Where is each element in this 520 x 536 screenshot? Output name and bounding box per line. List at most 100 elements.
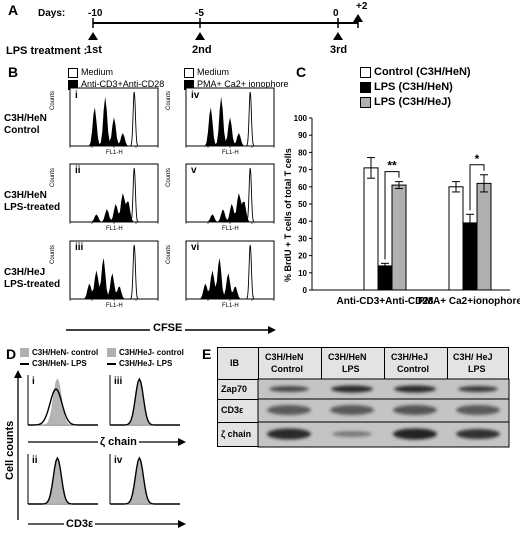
- legend-d-3-text: C3H/HeJ- control: [119, 348, 184, 357]
- row-label-1b: Control: [4, 125, 40, 136]
- chart-y-tick-label: 80: [298, 148, 307, 157]
- legend-d-4-text: C3H/HeJ- LPS: [119, 359, 173, 368]
- blot-col-3: C3H/HeJ Control: [384, 347, 448, 380]
- row-label-3a: C3H/HeJ: [4, 267, 46, 278]
- legend-b-anticd3-text: Anti-CD3+Anti-CD28: [81, 79, 165, 89]
- x-tick-label-vi: FL1-H: [222, 303, 239, 309]
- legend-c-1: Control (C3H/HeN): [360, 66, 471, 78]
- panel-c-label: C: [296, 64, 307, 80]
- blot-row-cd3e-text: CD3ε: [221, 405, 244, 415]
- legend-c-2: LPS (C3H/HeN): [360, 81, 453, 93]
- blot-col-3-b: Control: [397, 364, 429, 374]
- blot-col-4-b: LPS: [468, 364, 486, 374]
- cfse-histograms: [69, 87, 275, 301]
- chart-category-label: PMA+ Ca2+ionophore: [418, 296, 520, 307]
- chart-significance-bracket: [469, 164, 485, 211]
- chart-y-tick-label: 50: [298, 200, 307, 209]
- legend-b-pma-text: PMA+ Ca2+ ionophore: [197, 79, 289, 89]
- blot-col-2-b: LPS: [342, 364, 360, 374]
- blot-col-4-a: C3H/ HeJ: [453, 352, 493, 362]
- subpanel-i: i: [75, 90, 78, 101]
- panel-d-label: D: [6, 346, 17, 362]
- x-tick-label-iv: FL1-H: [222, 150, 239, 156]
- chart-y-tick-label: 90: [298, 131, 307, 140]
- blot-col-1: C3H/HeN Control: [258, 347, 322, 380]
- subpanel-d-ii: ii: [32, 455, 38, 466]
- cfse-divided-histogram: [70, 96, 158, 146]
- legend-c-3: LPS (C3H/HeJ): [360, 96, 451, 108]
- chart-significance-bracket: [384, 171, 400, 260]
- blot-col-1-a: C3H/HeN: [265, 352, 304, 362]
- panel-b-label: B: [8, 64, 19, 80]
- legend-d-2-text: C3H/HeN- LPS: [32, 359, 87, 368]
- legend-c-3-text: LPS (C3H/HeJ): [374, 96, 452, 108]
- cfse-medium-histogram: [128, 244, 141, 300]
- blot-row-zeta-text: ζ chain: [221, 429, 252, 439]
- row-label-3b: LPS-treated: [4, 279, 61, 290]
- subpanel-d-iii: iii: [114, 376, 123, 387]
- x-tick-label-iii: FL1-H: [106, 303, 123, 309]
- legend-d-4: C3H/HeJ- LPS: [107, 359, 172, 368]
- d-control-histogram: [28, 457, 98, 505]
- chart-category-label: Anti-CD3+Anti-CD28: [337, 296, 434, 307]
- zeta-chain-label: ζ chain: [98, 436, 139, 448]
- subpanel-v: v: [191, 165, 197, 176]
- d-control-histogram: [28, 378, 98, 426]
- blot-row-cd3e: CD3ε: [217, 399, 259, 423]
- x-tick-label-ii: FL1-H: [106, 226, 123, 232]
- legend-b-medium-right: Medium: [184, 67, 229, 78]
- subpanel-d-iv: iv: [114, 455, 123, 466]
- treatment-3: 3rd: [330, 44, 348, 56]
- chart-y-tick-label: 0: [303, 286, 308, 295]
- day-tick-2: -5: [195, 8, 204, 19]
- blot-col-3-a: C3H/HeJ: [391, 352, 429, 362]
- legend-b-medium-left: Medium: [68, 67, 113, 78]
- zeta-arrowhead: [178, 438, 186, 446]
- day-tick-4: +2: [356, 1, 368, 12]
- subpanel-iv: iv: [191, 90, 200, 101]
- subpanel-d-i: i: [32, 376, 35, 387]
- panel-a-label: A: [8, 2, 19, 18]
- legend-d-3: C3H/HeJ- control: [107, 348, 184, 358]
- row-label-2b: LPS-treated: [4, 202, 61, 213]
- timeline: [88, 14, 363, 40]
- subpanel-ii: ii: [75, 165, 81, 176]
- blot-row-zap70: Zap70: [217, 379, 259, 400]
- d-lps-histogram: [110, 456, 180, 505]
- chart-y-tick-label: 30: [298, 234, 307, 243]
- cfse-divided-histogram: [70, 257, 158, 299]
- cd3e-label: CD3ε: [64, 518, 96, 530]
- cfse-medium-histogram: [244, 167, 257, 223]
- treatment-1: 1st: [86, 44, 102, 56]
- subpanel-vi: vi: [191, 242, 200, 253]
- x-tick-label-i: FL1-H: [106, 150, 123, 156]
- cfse-divided-histogram: [70, 193, 158, 222]
- chart-y-tick-label: 20: [298, 252, 307, 261]
- legend-c-1-text: Control (C3H/HeN): [374, 66, 471, 78]
- blot-header-ib-text: IB: [230, 358, 239, 368]
- cfse-medium-histogram: [128, 167, 141, 223]
- chart-y-tick-label: 100: [294, 114, 308, 123]
- treatment-2: 2nd: [192, 44, 212, 56]
- cfse-medium-histogram: [244, 91, 257, 147]
- blot-image: [257, 378, 510, 448]
- d-lps-histogram: [28, 456, 98, 505]
- subpanel-iii: iii: [75, 242, 84, 253]
- legend-d-1: C3H/HeN- control: [20, 348, 99, 358]
- x-tick-label-v: FL1-H: [222, 226, 239, 232]
- legend-d-1-text: C3H/HeN- control: [32, 348, 99, 357]
- cfse-medium-histogram: [244, 244, 257, 300]
- chart-y-tick-label: 70: [298, 166, 307, 175]
- panel-e-label: E: [202, 346, 212, 362]
- legend-d-2: C3H/HeN- LPS: [20, 359, 87, 368]
- chart-y-tick-label: 60: [298, 183, 307, 192]
- chart-significance-label: **: [387, 159, 397, 173]
- cell-counts-arrowhead: [14, 370, 22, 378]
- lps-treatment-label: LPS treatment :: [6, 45, 88, 57]
- d-lps-histogram: [110, 377, 180, 426]
- legend-b-medium-right-text: Medium: [197, 67, 230, 77]
- blot-col-2: C3H/HeN LPS: [321, 347, 385, 380]
- chart-significance-label: *: [475, 152, 480, 166]
- cfse-divided-histogram: [186, 193, 274, 222]
